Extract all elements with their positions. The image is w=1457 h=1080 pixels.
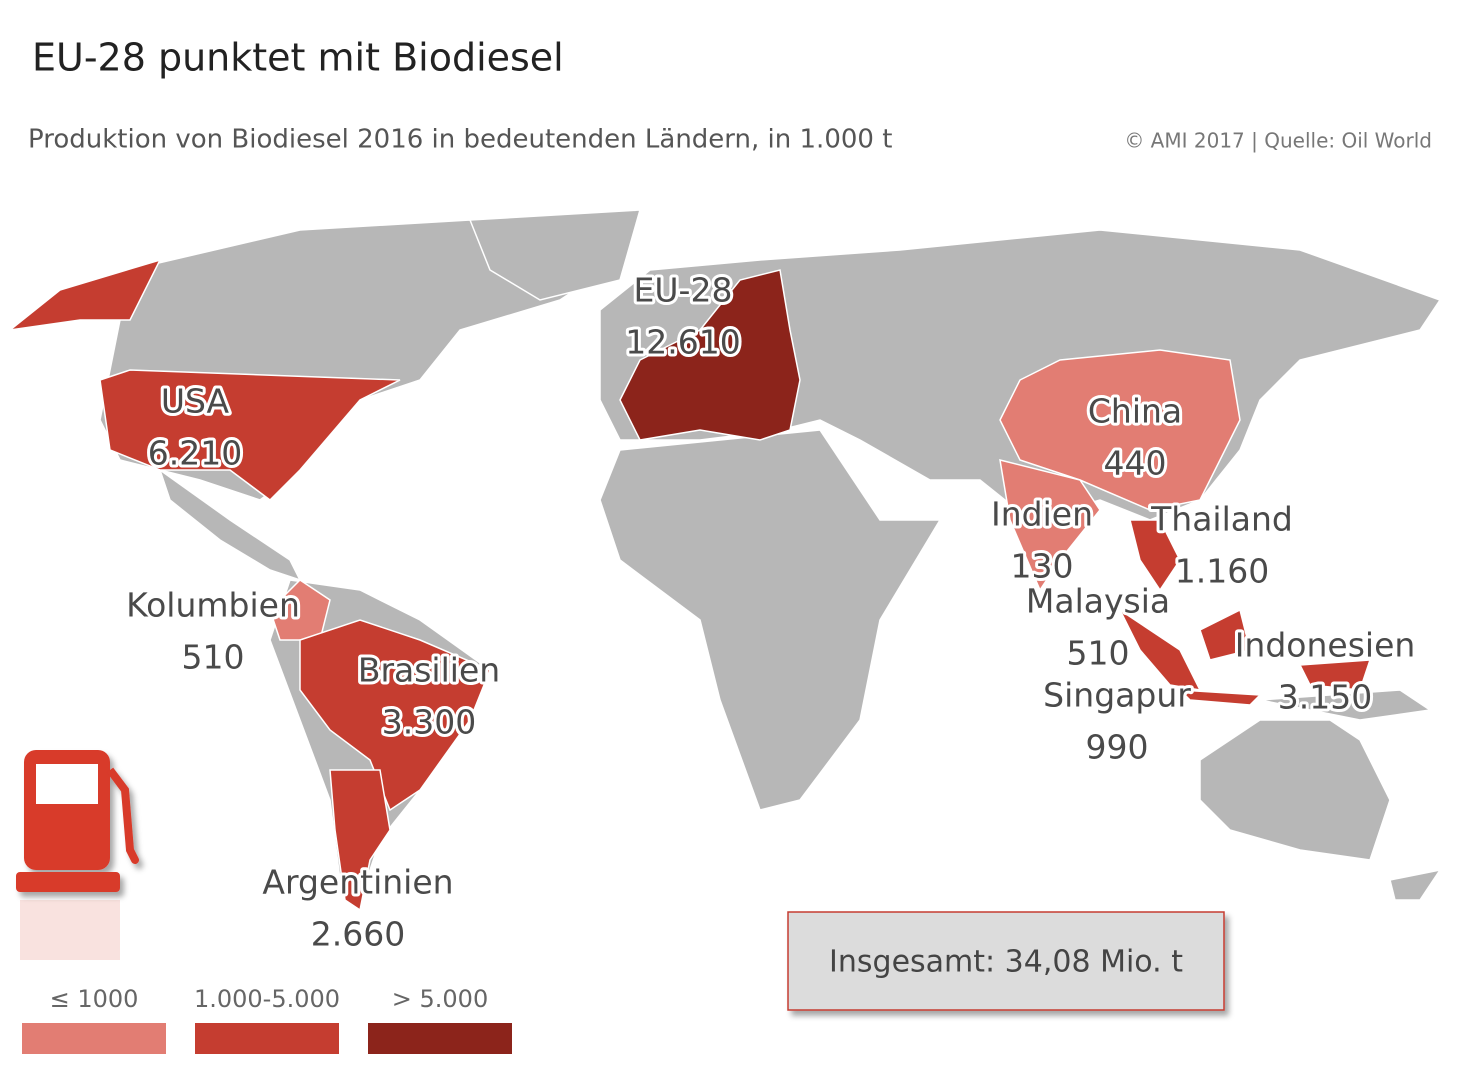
country-name: Indonesien: [1235, 626, 1416, 665]
country-name: USA: [161, 382, 230, 421]
legend-swatch: [22, 1023, 166, 1054]
country-value: 510: [182, 638, 245, 677]
legend-swatch: [368, 1023, 512, 1054]
fuel-pump-icon: [16, 750, 139, 892]
country-value: 3.150: [1278, 678, 1372, 717]
legend-label: 1.000-5.000: [194, 985, 340, 1013]
legend: ≤ 1000 1.000-5.000 > 5.000: [22, 985, 512, 1054]
world-map: [7, 209, 1442, 912]
country-labels: USA 6.210 EU-28 12.610 China 440 Indien 130 Thai…: [123, 268, 1418, 957]
title: EU-28 punktet mit Biodiesel: [32, 36, 564, 80]
country-value: 130: [1011, 547, 1074, 586]
country-value: 2.660: [311, 915, 405, 954]
country-value: 1.160: [1175, 552, 1269, 591]
country-name: Singapur: [1043, 676, 1191, 715]
icon-reflection: [20, 900, 120, 960]
legend-swatch: [195, 1023, 339, 1054]
legend-label: > 5.000: [392, 985, 488, 1013]
country-name: EU-28: [634, 271, 733, 310]
total-box: Insgesamt: 34,08 Mio. t: [787, 911, 1225, 1011]
country-name: Brasilien: [358, 651, 500, 690]
country-name: Thailand: [1150, 500, 1293, 539]
legend-label: ≤ 1000: [50, 985, 139, 1013]
country-name: Malaysia: [1026, 582, 1170, 621]
country-value: 12.610: [625, 323, 740, 362]
source: © AMI 2017 | Quelle: Oil World: [1124, 129, 1432, 153]
subtitle: Produktion von Biodiesel 2016 in bedeute…: [28, 125, 892, 155]
country-name: China: [1088, 392, 1182, 431]
country-value: 440: [1104, 444, 1167, 483]
total-text: Insgesamt: 34,08 Mio. t: [829, 945, 1183, 980]
country-name: Kolumbien: [126, 586, 300, 625]
country-value: 510: [1067, 634, 1130, 673]
country-name: Indien: [991, 495, 1093, 534]
country-value: 6.210: [148, 434, 242, 473]
country-value: 990: [1086, 728, 1149, 767]
country-name: Argentinien: [262, 863, 453, 902]
country-value: 3.300: [382, 703, 476, 742]
